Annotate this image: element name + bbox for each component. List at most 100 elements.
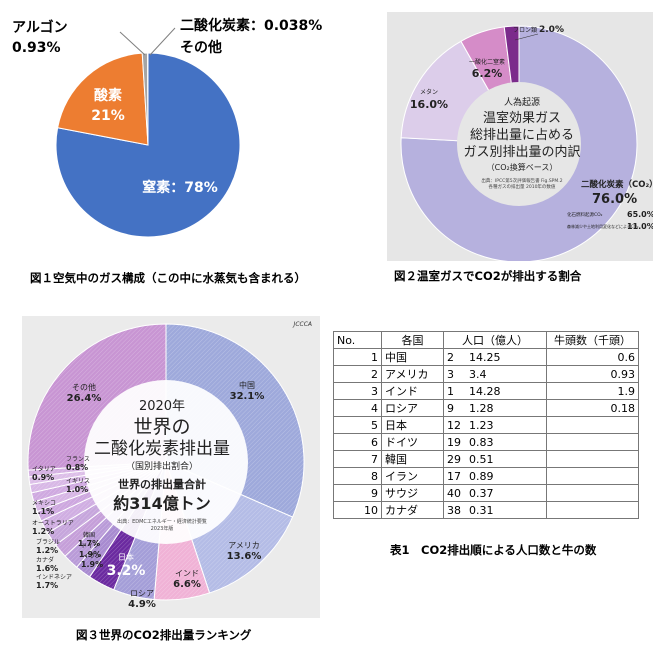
fig3-label-country-value: 1.6% [36, 564, 58, 573]
fig1-co2-leader [149, 27, 176, 56]
cell-population: 9 1.28 [443, 399, 547, 417]
fig3-label-country-value: 13.6% [227, 551, 262, 562]
cell-country: カナダ [381, 501, 444, 519]
header-country: 各国 [381, 331, 444, 349]
cell-no: 9 [333, 484, 382, 502]
fig2-center-small: 人為起源 [504, 96, 540, 108]
cell-population-value: 0.83 [469, 435, 494, 449]
cell-cattle [546, 467, 639, 485]
cell-cattle [546, 484, 639, 502]
table-row: 10 カナダ 38 0.31 [333, 501, 639, 519]
fig3-label-country-value: 32.1% [230, 391, 265, 402]
cell-population-rank: 38 [447, 503, 461, 517]
cell-population-value: 1.28 [469, 401, 494, 415]
fig2-source-1: 出典：IPCC第5次評価報告書 Fig.SPM.2 [481, 177, 562, 184]
fig3-logo: JCCCA [293, 321, 312, 328]
fig3-label-country-value: 6.6% [173, 579, 201, 590]
cell-population-value: 0.51 [469, 452, 494, 466]
cell-country: ドイツ [381, 433, 444, 451]
fig3-label-country-value: 1.1% [32, 507, 54, 516]
cell-no: 2 [333, 365, 382, 383]
cell-population-value: 0.31 [469, 503, 494, 517]
cell-population-rank: 29 [447, 452, 461, 466]
fig3-label-country-value: 4.9% [128, 599, 156, 610]
cell-population-value: 1.23 [469, 418, 494, 432]
fig3-pie-chart: JCCCA 2020年 世界の 二酸化炭素排出量 （国別排出割合） 世界の排出量… [27, 321, 312, 610]
fig1-pie-slice [57, 52, 149, 146]
fig3-label-country-name: その他 [72, 382, 96, 392]
fig1-label-oxygen-name: 酸素 [94, 87, 122, 104]
cell-population: 40 0.37 [443, 484, 547, 502]
cell-population-rank: 19 [447, 435, 461, 449]
fig3-center-title-2: 二酸化炭素排出量 [94, 439, 230, 459]
fig2-pie-chart: 人為起源 温室効果ガス 総排出量に占める ガス別排出量の内訳 （CO₂換算ベース… [400, 25, 655, 263]
cell-cattle [546, 433, 639, 451]
fig2-panel: 人為起源 温室効果ガス 総排出量に占める ガス別排出量の内訳 （CO₂換算ベース… [387, 12, 655, 283]
cell-no: 8 [333, 467, 382, 485]
cell-population: 29 0.51 [443, 450, 547, 468]
cell-population: 38 0.31 [443, 501, 547, 519]
fig3-donut-hole [84, 380, 248, 544]
cell-cattle: 0.93 [546, 365, 639, 383]
fig1-pie-slice [55, 52, 241, 238]
fig3-label-country-value: 1.9% [81, 560, 103, 569]
table-row: 4 ロシア 9 1.28 0.18 [333, 399, 639, 417]
cell-country: ロシア [381, 399, 444, 417]
cell-population-value: 0.37 [469, 486, 494, 500]
fig1-argon-leader [119, 31, 146, 56]
fig2-center-title-2: 総排出量に占める [470, 128, 574, 143]
fig2-source-2: 各種ガスの排出量 2010年の数値 [489, 183, 556, 190]
cell-cattle: 0.18 [546, 399, 639, 417]
fig3-label-country-value: 1.9% [79, 550, 101, 559]
fig3-label-country-value: 3.2% [107, 563, 146, 579]
fig2-label-n2o-value: 6.2% [472, 67, 503, 80]
fig3-label-country-name: オーストラリア [32, 520, 74, 527]
fig1-label-nitrogen: 窒素：78% [142, 179, 218, 196]
table-row: 1 中国 2 14.25 0.6 [333, 348, 639, 366]
cell-cattle [546, 450, 639, 468]
fig1-panel: アルゴン 0.93% 二酸化炭素：0.038% その他 酸素 21% 窒素：78… [0, 0, 360, 285]
cell-population: 12 1.23 [443, 416, 547, 434]
fig2-donut-hole [457, 82, 581, 206]
fig3-label-country-value: 1.2% [32, 527, 54, 536]
cell-no: 6 [333, 433, 382, 451]
fig3-label-country-value: 1.2% [36, 546, 58, 555]
fig3-center-total-label: 世界の排出量合計 [118, 477, 206, 491]
fig3-label-country-name: イギリス [66, 478, 90, 485]
table-row: 9 サウジ 40 0.37 [333, 484, 639, 502]
fig3-label-country-value: 0.8% [66, 463, 88, 472]
fig3-label-country-name: 韓国 [83, 531, 95, 539]
fig3-center-total-value: 約314億トン [113, 494, 210, 513]
table-row: 3 インド 1 14.28 1.9 [333, 382, 639, 400]
table-row: 5 日本 12 1.23 [333, 416, 639, 434]
cell-population-value: 14.25 [469, 350, 501, 364]
fig3-label-country-name: ドイツ [81, 543, 99, 550]
table-row: 7 韓国 29 0.51 [333, 450, 639, 468]
fig3-caption: 図３世界のCO2排出量ランキング [76, 628, 252, 642]
fig3-label-country-name: イラン [83, 553, 101, 560]
cell-no: 3 [333, 382, 382, 400]
table-row: 8 イラン 17 0.89 [333, 467, 639, 485]
cell-cattle [546, 501, 639, 519]
fig3-label-country-name: アメリカ [228, 541, 260, 550]
cell-country: アメリカ [381, 365, 444, 383]
fig2-freon-leader [514, 33, 539, 41]
cell-population: 19 0.83 [443, 433, 547, 451]
fig2-breakdown-forest-label: 森林減少や土地利用変化などによるCO₂ [567, 223, 639, 229]
header-cattle: 牛頭数（千頭） [546, 331, 639, 349]
cell-cattle [546, 416, 639, 434]
cell-country: 中国 [381, 348, 444, 366]
fig3-label-country-name: ブラジル [36, 538, 60, 546]
fig3-label-country-value: 1.0% [66, 485, 88, 494]
fig1-pie-chart: アルゴン 0.93% 二酸化炭素：0.038% その他 酸素 21% 窒素：78… [12, 17, 322, 238]
cell-no: 1 [333, 348, 382, 366]
cell-country: インド [381, 382, 444, 400]
fig1-label-argon-name: アルゴン [12, 19, 68, 36]
cell-population-value: 14.28 [469, 384, 501, 398]
population-cattle-table: No. 各国 人口（億人） 牛頭数（千頭） 1 中国 2 14.25 0.6 2 アメリカ 3… [333, 331, 639, 519]
fig2-center-title-1: 温室効果ガス [483, 110, 561, 126]
fig3-source-2: 2023年版 [151, 525, 174, 532]
table-row: 2 アメリカ 3 3.4 0.93 [333, 365, 639, 383]
table-row: 6 ドイツ 19 0.83 [333, 433, 639, 451]
cell-cattle: 0.6 [546, 348, 639, 366]
